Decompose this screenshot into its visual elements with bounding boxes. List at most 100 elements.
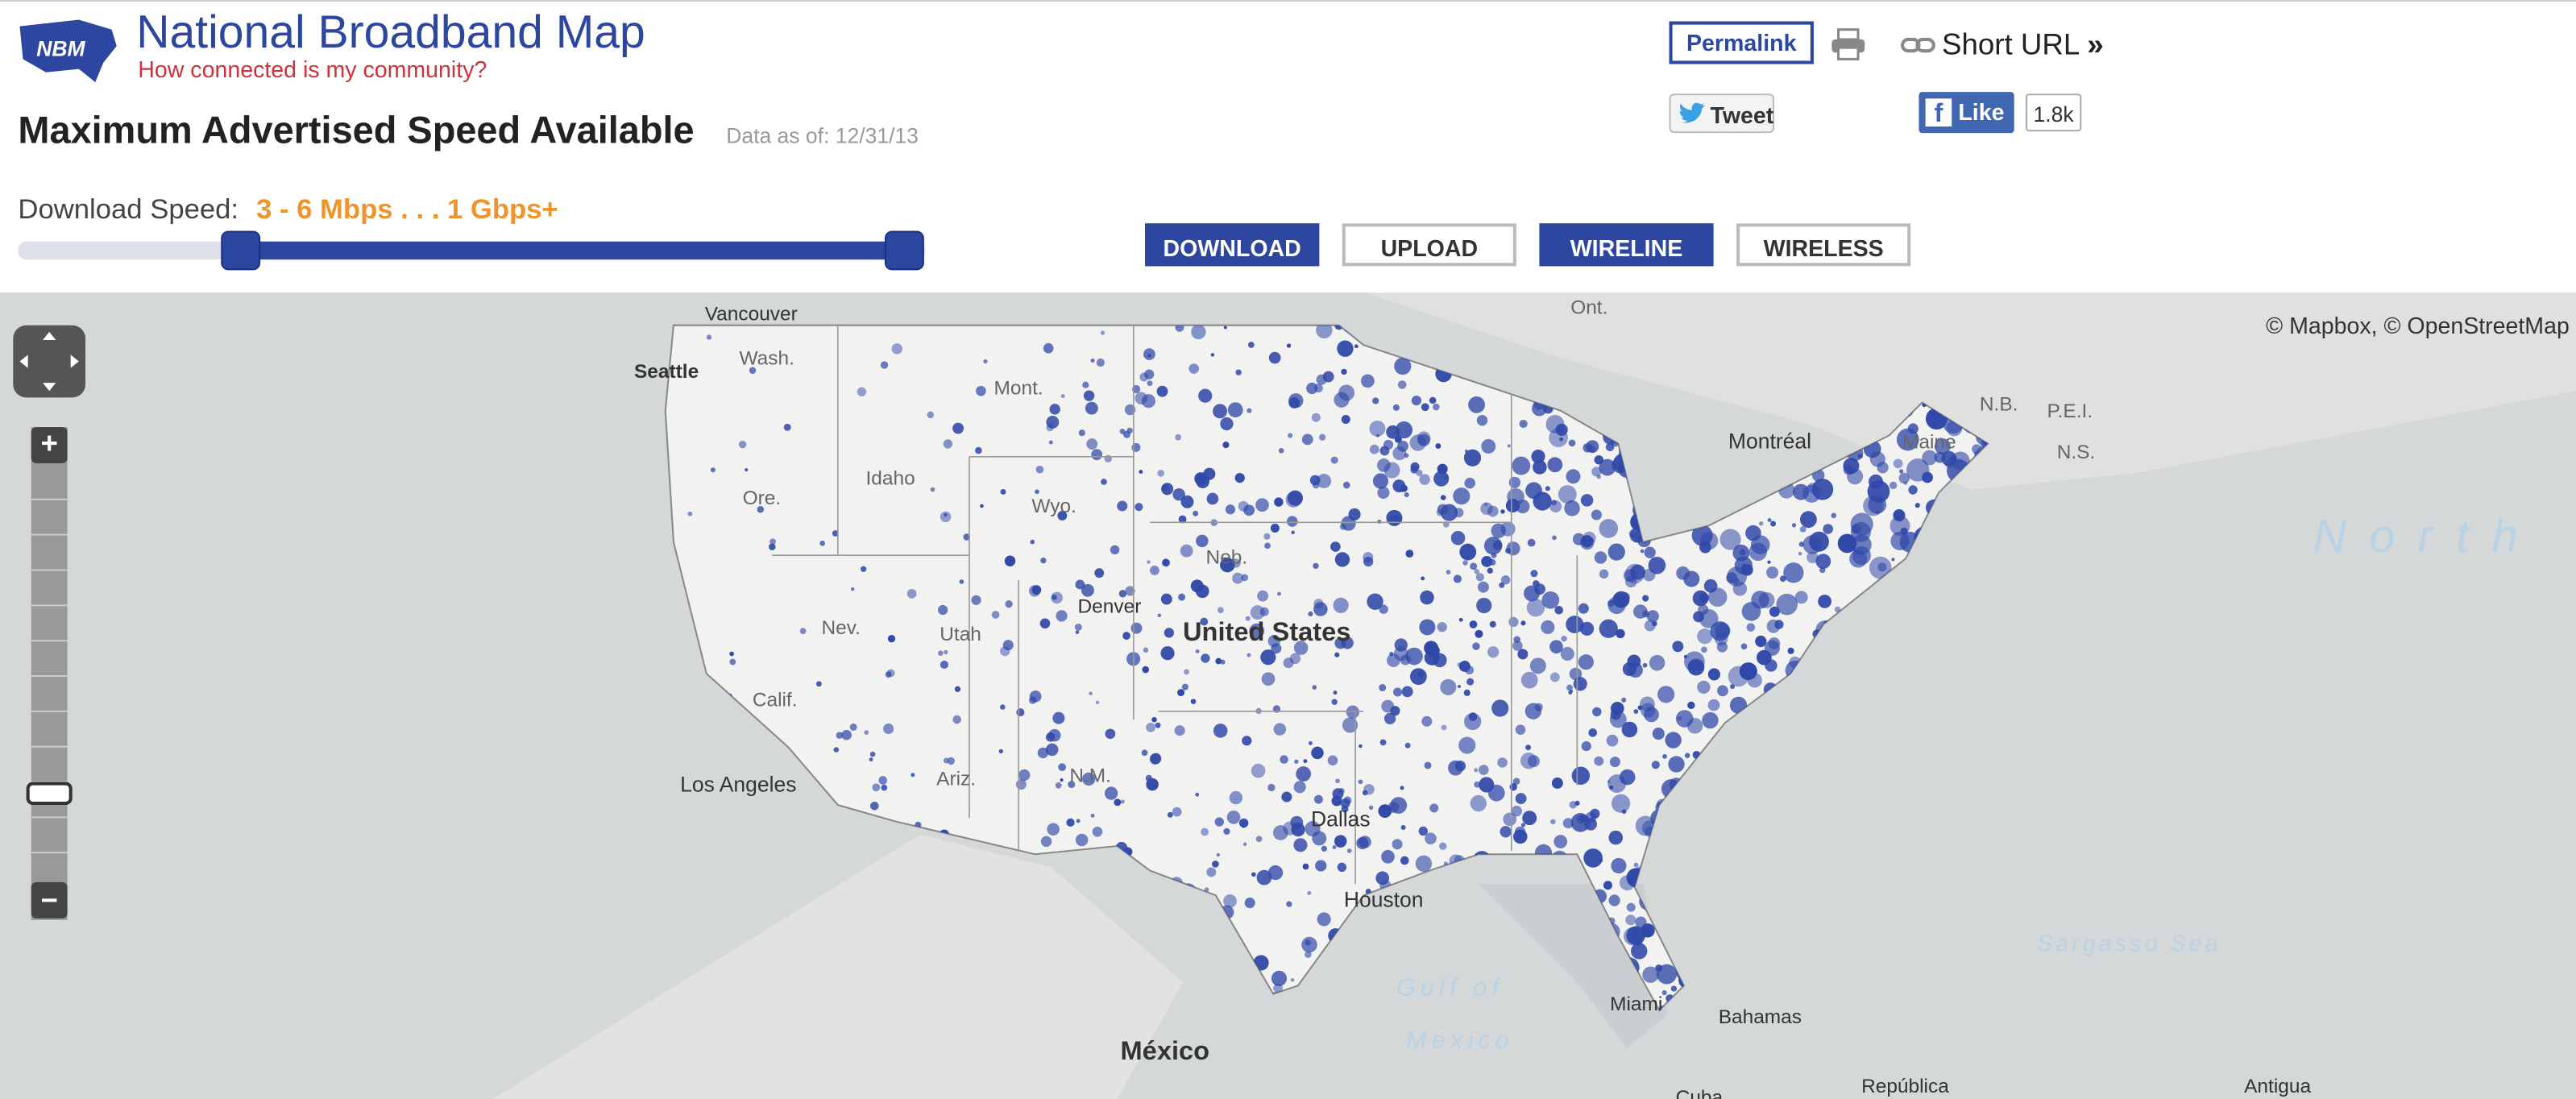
coverage-area: [1549, 640, 1563, 654]
short-url-button[interactable]: Short URL »: [1942, 28, 2104, 63]
twitter-icon: [1678, 102, 1706, 123]
map-label: Gulf of: [1396, 974, 1504, 1002]
coverage-area: [1242, 842, 1247, 847]
zoom-in-button[interactable]: [31, 427, 68, 463]
coverage-area: [1337, 862, 1347, 873]
coverage-area: [1367, 593, 1383, 610]
like-count: 1.8k: [2025, 93, 2082, 132]
coverage-area: [1553, 835, 1568, 848]
coverage-area: [1503, 812, 1517, 827]
coverage-area: [1195, 649, 1200, 653]
facebook-icon: f: [1925, 98, 1952, 128]
tweet-button[interactable]: Tweet: [1669, 93, 1775, 134]
slider-handle-high[interactable]: [884, 230, 924, 271]
coverage-area: [1914, 503, 1920, 508]
coverage-area: [1392, 479, 1406, 493]
coverage-area: [1818, 595, 1831, 608]
coverage-area: [687, 511, 693, 516]
coverage-area: [1162, 484, 1169, 491]
coverage-area: [1290, 977, 1295, 982]
coverage-area: [1512, 778, 1520, 785]
map[interactable]: Vancouver Seattle Wash. Mont. Idaho Ore.…: [0, 292, 2576, 1099]
map-label: Sargasso Sea: [2037, 931, 2221, 957]
coverage-area: [952, 715, 961, 724]
wireless-button[interactable]: WIRELESS: [1736, 223, 1911, 267]
coverage-area: [1238, 500, 1249, 512]
coverage-area: [1580, 621, 1595, 636]
coverage-area: [1341, 637, 1354, 649]
coverage-area: [1293, 781, 1306, 794]
coverage-area: [1175, 433, 1181, 441]
coverage-area: [1642, 610, 1649, 618]
zoom-bar[interactable]: [31, 427, 68, 920]
coverage-area: [1425, 832, 1437, 844]
permalink-button[interactable]: Permalink: [1669, 21, 1814, 64]
coverage-area: [1096, 358, 1105, 367]
coverage-area: [1823, 524, 1834, 534]
coverage-area: [1377, 519, 1382, 525]
coverage-area: [881, 784, 888, 791]
coverage-area: [1891, 558, 1895, 562]
coverage-area: [1359, 836, 1371, 848]
coverage-area: [1015, 779, 1027, 790]
coverage-area: [1644, 707, 1659, 723]
coverage-area: [1301, 433, 1313, 446]
like-label[interactable]: Like: [1958, 98, 2005, 125]
coverage-area: [1241, 823, 1247, 828]
coverage-area: [1642, 966, 1659, 983]
coverage-area: [1043, 342, 1054, 354]
download-button[interactable]: DOWNLOAD: [1145, 223, 1320, 267]
zoom-out-label[interactable]: −: [40, 884, 57, 917]
coverage-area: [799, 628, 807, 635]
coverage-area: [1074, 623, 1082, 631]
short-url-label[interactable]: Short URL: [1941, 27, 2079, 61]
upload-button[interactable]: UPLOAD: [1342, 223, 1516, 267]
site-title[interactable]: National Broadband Map: [136, 6, 645, 58]
coverage-area: [1039, 618, 1051, 629]
coverage-area: [1421, 403, 1429, 412]
coverage-area: [1787, 647, 1794, 654]
print-icon[interactable]: [1830, 28, 1866, 61]
coverage-area: [783, 423, 791, 431]
coverage-area: [1393, 646, 1408, 661]
coverage-area: [1307, 890, 1312, 895]
coverage-area: [952, 422, 964, 434]
like-button[interactable]: f Like: [1919, 92, 2014, 134]
coverage-area: [944, 649, 948, 655]
coverage-area: [983, 359, 988, 364]
coverage-area: [738, 441, 747, 449]
coverage-area: [1487, 784, 1505, 802]
wireline-button[interactable]: WIRELINE: [1539, 223, 1714, 267]
coverage-area: [1566, 615, 1584, 633]
pan-control[interactable]: [13, 325, 86, 398]
coverage-area: [1568, 439, 1576, 447]
short-url-arrow[interactable]: »: [2087, 27, 2104, 61]
speed-slider[interactable]: [13, 226, 933, 276]
coverage-area: [1274, 497, 1284, 507]
coverage-area: [757, 505, 765, 513]
coverage-area: [850, 587, 855, 591]
zoom-in-label[interactable]: +: [40, 427, 57, 460]
coverage-area: [1508, 616, 1519, 628]
coverage-area: [832, 530, 839, 537]
coverage-area: [883, 723, 894, 734]
zoom-out-button[interactable]: [31, 881, 68, 919]
coverage-area: [1174, 725, 1185, 736]
coverage-area: [1469, 620, 1478, 628]
coverage-area: [1083, 390, 1095, 401]
coverage-area: [1125, 586, 1135, 596]
coverage-area: [1172, 487, 1185, 501]
coverage-area: [1255, 498, 1269, 512]
coverage-area: [1330, 456, 1338, 464]
coverage-area: [1591, 509, 1602, 520]
coverage-area: [1580, 494, 1594, 507]
tweet-label[interactable]: Tweet: [1710, 102, 1774, 129]
zoom-handle[interactable]: [26, 782, 73, 806]
coverage-area: [1316, 325, 1333, 339]
map-label: Ariz.: [936, 769, 976, 790]
coverage-area: [1487, 646, 1500, 658]
coverage-area: [1078, 429, 1085, 437]
slider-handle-low[interactable]: [221, 230, 261, 271]
coverage-area: [1147, 380, 1153, 387]
map-label: Utah: [940, 624, 981, 645]
